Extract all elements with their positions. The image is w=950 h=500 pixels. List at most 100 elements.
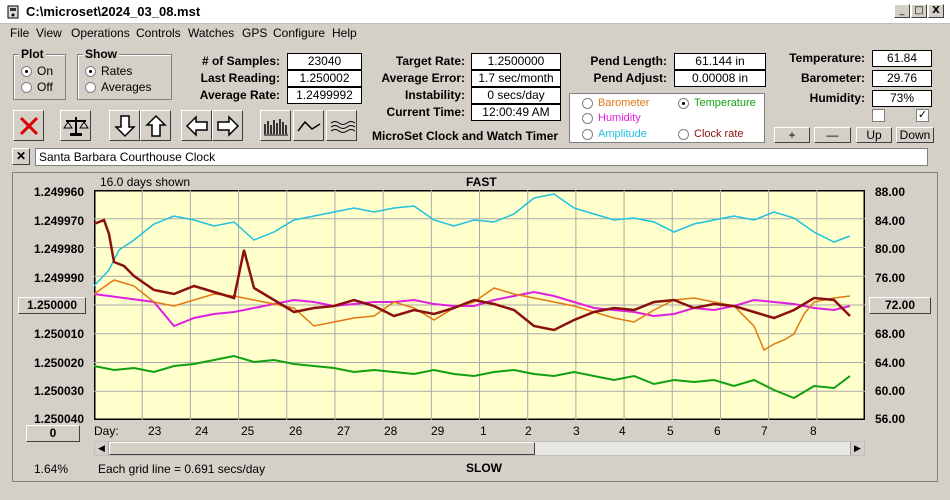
center-rate-button[interactable]: 1.250000 (18, 297, 86, 314)
show-group (77, 54, 172, 100)
day-tick: 27 (337, 424, 351, 438)
day-tick: 8 (810, 424, 817, 438)
day-tick: 25 (241, 424, 255, 438)
samples-label: # of Samples: (201, 54, 280, 68)
show-rates-radio[interactable]: Rates (85, 64, 132, 78)
menu-view[interactable]: View (36, 26, 62, 40)
arrow-up-icon (144, 114, 167, 137)
scales-icon (62, 116, 89, 136)
target-rate-label: Target Rate: (395, 54, 465, 68)
series-humidity-radio[interactable]: Humidity (582, 112, 641, 124)
zero-button[interactable]: 0 (26, 425, 80, 442)
day-tick: 29 (431, 424, 445, 438)
window-title: C:\microset\2024_03_08.mst (26, 4, 201, 19)
wave-icon (330, 120, 355, 133)
fast-label: FAST (466, 175, 497, 189)
right-axis-label: 68.00 (875, 327, 906, 341)
line-view-button[interactable] (293, 110, 324, 141)
time-scrollbar[interactable]: ◀ ▶ (94, 441, 865, 456)
scroll-left-arrow[interactable]: ◀ (95, 442, 109, 455)
scale-up-button[interactable]: Up (856, 127, 892, 143)
right-axis-label: 56.00 (875, 412, 906, 426)
right-axis-label: 64.00 (875, 356, 906, 370)
scale-plus-button[interactable]: + (774, 127, 810, 143)
menu-controls[interactable]: Controls (136, 26, 181, 40)
menu-watches[interactable]: Watches (188, 26, 235, 40)
plot-on-radio[interactable]: On (21, 64, 53, 78)
up-arrow-button[interactable] (140, 110, 171, 141)
left-axis-label: 1.249960 (33, 185, 84, 199)
bars-view-button[interactable] (260, 110, 291, 141)
days-shown-label: 16.0 days shown (100, 175, 191, 189)
target-rate-value: 1.2500000 (471, 53, 561, 70)
close-button[interactable]: X (928, 4, 944, 18)
right-axis-label: 60.00 (875, 384, 906, 398)
right-arrow-button[interactable] (212, 110, 243, 141)
day-tick: 23 (148, 424, 162, 438)
right-center-button[interactable]: 72.00 (869, 297, 931, 314)
day-tick: 3 (573, 424, 580, 438)
last-reading-value: 1.250002 (287, 70, 362, 87)
show-averages-radio[interactable]: Averages (85, 80, 151, 94)
left-axis-label: 1.250030 (33, 384, 84, 398)
amplitude-series (94, 193, 851, 287)
wave-view-button[interactable] (326, 110, 357, 141)
barometer-series (94, 279, 851, 352)
clear-clock-button[interactable]: ✕ (12, 148, 30, 165)
menu-gps[interactable]: GPS (242, 26, 268, 40)
current-time-label: Current Time: (386, 105, 465, 119)
temperature-value: 61.84 (872, 50, 932, 67)
clock-name-field[interactable]: Santa Barbara Courthouse Clock (35, 148, 928, 166)
menu-bar: File View Operations Controls Watches GP… (0, 24, 950, 42)
right-axis-label: 84.00 (875, 214, 906, 228)
right-checkbox[interactable]: ✓ (916, 109, 929, 122)
menu-configure[interactable]: Configure (273, 26, 326, 40)
scroll-right-arrow[interactable]: ▶ (850, 442, 864, 455)
slow-label: SLOW (466, 461, 502, 475)
series-amplitude-radio[interactable]: Amplitude (582, 128, 647, 140)
scale-minus-button[interactable]: — (814, 127, 851, 143)
balance-button[interactable] (60, 110, 91, 141)
humidity-value: 73% (872, 90, 932, 107)
series-clockrate-radio[interactable]: Clock rate (678, 128, 744, 140)
day-tick: 28 (384, 424, 398, 438)
series-temperature-radio[interactable]: Temperature (678, 97, 756, 109)
arrow-down-icon (113, 114, 136, 137)
title-bar: C:\microset\2024_03_08.mst _ □ X (0, 0, 950, 24)
scroll-thumb[interactable] (109, 442, 535, 455)
pend-adjust-value: 0.00008 in (674, 70, 766, 87)
average-rate-label: Average Rate: (199, 88, 280, 102)
plot-group-label: Plot (19, 47, 46, 61)
left-axis-label: 1.249980 (33, 242, 84, 256)
clockrate-series (94, 218, 851, 332)
stop-button[interactable] (13, 110, 44, 141)
menu-help[interactable]: Help (332, 26, 357, 40)
temperature-series (94, 354, 851, 400)
average-rate-value: 1.2499992 (287, 87, 362, 104)
scale-down-button[interactable]: Down (896, 127, 934, 143)
menu-file[interactable]: File (10, 26, 30, 40)
arrow-left-icon (185, 114, 208, 137)
series-select-box: Barometer Temperature Humidity Amplitude… (569, 93, 765, 143)
left-axis-label: 1.250040 (33, 412, 84, 426)
day-tick: 26 (289, 424, 303, 438)
instability-label: Instability: (404, 88, 465, 102)
left-arrow-button[interactable] (181, 110, 212, 141)
plot-off-radio[interactable]: Off (21, 80, 53, 94)
series-barometer-radio[interactable]: Barometer (582, 97, 649, 109)
last-reading-label: Last Reading: (200, 71, 280, 85)
day-tick: 2 (525, 424, 532, 438)
day-tick: 24 (195, 424, 209, 438)
right-axis-label: 80.00 (875, 242, 906, 256)
grid-note: Each grid line = 0.691 secs/day (98, 462, 266, 476)
left-checkbox[interactable] (872, 109, 885, 122)
menu-operations[interactable]: Operations (71, 26, 130, 40)
barometer-value: 29.76 (872, 70, 932, 87)
minimize-button[interactable]: _ (894, 4, 910, 18)
down-arrow-button[interactable] (109, 110, 140, 141)
day-tick: 7 (761, 424, 768, 438)
humidity-label: Humidity: (809, 91, 865, 105)
arrow-right-icon (216, 114, 239, 137)
maximize-button[interactable]: □ (911, 4, 927, 18)
x-icon (19, 116, 38, 135)
